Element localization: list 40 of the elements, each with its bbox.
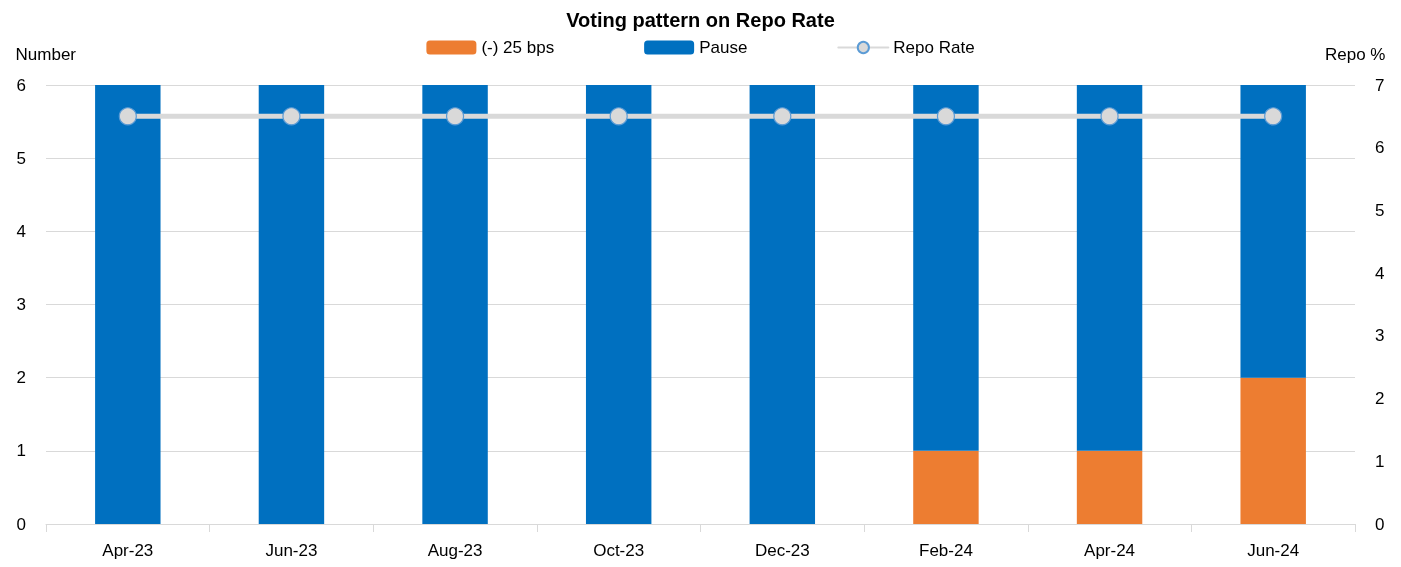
- bar: [1240, 85, 1306, 378]
- bar: [422, 85, 488, 524]
- y2-tick-label: 2: [1375, 389, 1385, 409]
- bar: [749, 85, 816, 524]
- bar: [913, 85, 979, 451]
- x-tick-label: Apr-23: [102, 541, 154, 560]
- legend-label: (-) 25 bps: [481, 38, 555, 57]
- bar: [585, 85, 652, 524]
- bar: [1240, 377, 1306, 524]
- y-axis-title: Number: [15, 45, 77, 64]
- legend-label: Pause: [699, 38, 748, 57]
- y-tick-label: 6: [16, 75, 26, 95]
- y2-tick-label: 7: [1375, 75, 1385, 95]
- y-tick-label: 4: [16, 221, 26, 241]
- x-tick-label: Feb-24: [919, 541, 973, 560]
- y-tick-label: 2: [16, 368, 26, 388]
- bar: [95, 85, 161, 524]
- x-tick-label: Jun-23: [265, 541, 318, 560]
- y2-axis-title: Repo %: [1325, 45, 1386, 64]
- y-tick-label: 1: [16, 441, 26, 461]
- chart-title: Voting pattern on Repo Rate: [566, 9, 835, 31]
- y2-tick-label: 5: [1375, 200, 1385, 220]
- legend-label: Repo Rate: [893, 38, 975, 57]
- y-tick-label: 5: [16, 148, 26, 168]
- y2-tick-label: 4: [1375, 263, 1385, 283]
- x-tick-label: Apr-24: [1084, 541, 1136, 560]
- y2-tick-label: 0: [1375, 514, 1385, 534]
- x-tick-label: Oct-23: [593, 541, 645, 560]
- bar: [913, 450, 979, 524]
- x-tick-label: Dec-23: [754, 541, 810, 560]
- bar: [258, 85, 325, 524]
- y2-tick-label: 3: [1375, 326, 1385, 346]
- x-tick-label: Aug-23: [427, 541, 483, 560]
- y-tick-label: 3: [16, 295, 26, 314]
- bar: [1076, 85, 1143, 451]
- x-tick-label: Jun-24: [1247, 541, 1300, 560]
- bar: [1076, 450, 1143, 524]
- y-tick-label: 0: [16, 514, 26, 534]
- y2-tick-label: 1: [1375, 451, 1385, 471]
- y2-tick-label: 6: [1375, 138, 1385, 158]
